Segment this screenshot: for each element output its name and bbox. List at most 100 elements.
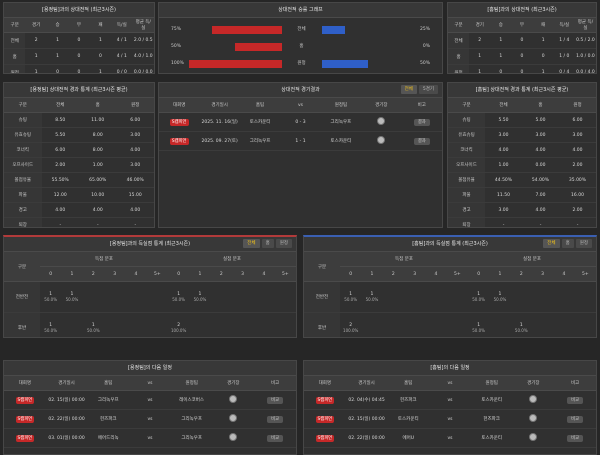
column-header: 경기 (25, 18, 47, 33)
cell: 경고 (448, 202, 485, 218)
column-header: 경기 (469, 18, 491, 33)
match-table: 대회명 경기일시 홈팀 vs 원정팀 경기장 비고 S캠피언 02. 04(수) 04:45 헌즈… (304, 376, 596, 448)
cell: 8.00 (79, 142, 117, 158)
column-header: 평균 득/실 (574, 18, 596, 33)
tab[interactable]: 원정 (275, 239, 292, 248)
tab[interactable]: 원정 (575, 239, 592, 248)
cell: 레이스코버스 (170, 390, 213, 410)
cell: 0 (511, 64, 533, 73)
text: 그리녹우프 (181, 417, 203, 422)
group-row: 구분 득점 분포 실점 분포 (304, 252, 596, 282)
cell: 홈 (448, 48, 470, 65)
text: 0 - 3 (295, 119, 306, 125)
cell: 에어U (387, 428, 430, 448)
row-label: 전반전 (4, 281, 40, 313)
cell: 비교 (254, 428, 296, 448)
stadium-cell (212, 409, 255, 429)
column-header: 3 (103, 266, 126, 282)
cell: vs (429, 409, 471, 429)
column-header: 대회명 (4, 376, 46, 391)
button[interactable]: 결과 (413, 118, 430, 126)
percent: 50.0% (344, 297, 358, 302)
column-header: 원정팀 (320, 98, 362, 113)
cell: 경고 (4, 202, 42, 218)
column-header: 구분 (4, 98, 42, 113)
league-badge: S캠피언 (169, 118, 189, 126)
cell: 1 50.0% (467, 281, 490, 313)
panel: 상대전적 승률 그래프 75% 전체 25% 50% 홈 0% 100% 원정 50% (158, 2, 443, 74)
cell: 0 (89, 48, 112, 65)
cell (553, 312, 575, 337)
panel-header: [용정팀]과의 상대전적 (최근3시즌) (4, 3, 154, 18)
tab[interactable]: 전체 (400, 85, 417, 94)
panel-title: [홈팀]의 다음 일정 (430, 365, 470, 371)
cell: 4.00 (559, 142, 596, 158)
panel: [홈팀]과의 상대전적 (최근3시즌) 구분 경기 승 무 패 득/실 평균 득/실 전체 2 1 0… (447, 2, 597, 74)
text: vs (147, 416, 153, 422)
stadium-cell (212, 390, 255, 410)
text: 토스카운티 (481, 436, 503, 441)
percent: 50.0% (365, 297, 379, 302)
cell: 비교 (254, 390, 296, 410)
cell: 0 (68, 32, 90, 49)
button[interactable]: 비교 (267, 415, 284, 423)
cell: 원정 (4, 64, 26, 73)
tab[interactable]: 홈 (561, 239, 574, 248)
cell: S캠피언 (304, 390, 346, 410)
column-header: 1 (61, 266, 83, 282)
count: 1 (519, 323, 523, 328)
row: 퇴장 - - - (4, 217, 154, 227)
cell: 02. 22(일) 00:00 (345, 428, 388, 448)
cell (553, 281, 575, 313)
row: 오프사이드 2.00 1.00 3.00 (4, 157, 154, 173)
text: 헌즈파크 (99, 417, 117, 422)
button[interactable]: 비교 (567, 415, 584, 423)
column-header: 비고 (554, 376, 596, 391)
column-header: 승 (490, 18, 512, 33)
row: 경고 4.00 4.00 4.00 (4, 202, 154, 218)
cell: - (41, 217, 79, 227)
cell: 결과 (401, 131, 442, 151)
column-header: vs (429, 376, 471, 391)
count: 1 (91, 323, 95, 328)
tabs: 전체 홈 원정 (543, 239, 592, 248)
cell: 1 50.0% (467, 312, 490, 337)
graph-row: 100% 원정 50% (159, 59, 442, 69)
tab[interactable]: 전체 (543, 239, 560, 248)
button[interactable]: 비교 (567, 434, 584, 442)
button[interactable]: 비교 (567, 396, 584, 404)
cell (125, 312, 147, 337)
stadium-icon (529, 433, 538, 441)
button[interactable]: 비교 (267, 434, 284, 442)
cell: 토스카운티 (470, 390, 513, 410)
cell: 5.00 (522, 112, 559, 128)
cell: 0 (532, 48, 554, 65)
cell: 5.50 (485, 112, 522, 128)
row: 퇴장 - - - (448, 217, 596, 227)
cell (382, 281, 404, 313)
text: 2025. 11. 16(일) (201, 120, 238, 125)
panel-header: [홈팀] 상대전적 경과 통계 (최근3시즌 평균) (448, 83, 596, 98)
column-header: 경기장 (212, 376, 255, 391)
column-header: 경기장 (512, 376, 555, 391)
row: 원정 1 0 0 1 0 / 0 0.0 / 0.0 (4, 64, 154, 73)
cell: 1 50.0% (510, 312, 532, 337)
row: 파울 12.00 10.00 15.00 (4, 187, 154, 203)
cell: 1 50.0% (167, 281, 190, 313)
column-header: 원정 (559, 98, 596, 113)
column-header: 0 (467, 266, 490, 282)
column-header: 무 (68, 18, 90, 33)
cell: 원정 (448, 64, 470, 73)
cell: 비교 (554, 409, 596, 429)
panel-title: [용정팀]과의 상대전적 (최근3시즌) (42, 7, 116, 13)
tab[interactable]: 전체 (243, 239, 260, 248)
stats-table: 구분 전체 홈 원정 슈팅 8.50 11.00 6.00 유효슈팅 5.50 8.00 3.00 코너… (4, 98, 154, 227)
right-bar (321, 26, 345, 34)
cell: 1 (532, 32, 554, 49)
tab[interactable]: 홈 (261, 239, 274, 248)
cell: 1 (89, 64, 112, 73)
tab[interactable]: 5경기 (418, 85, 438, 94)
button[interactable]: 결과 (413, 137, 430, 145)
column-header: 경기일시 (199, 98, 240, 113)
button[interactable]: 비교 (267, 396, 284, 404)
